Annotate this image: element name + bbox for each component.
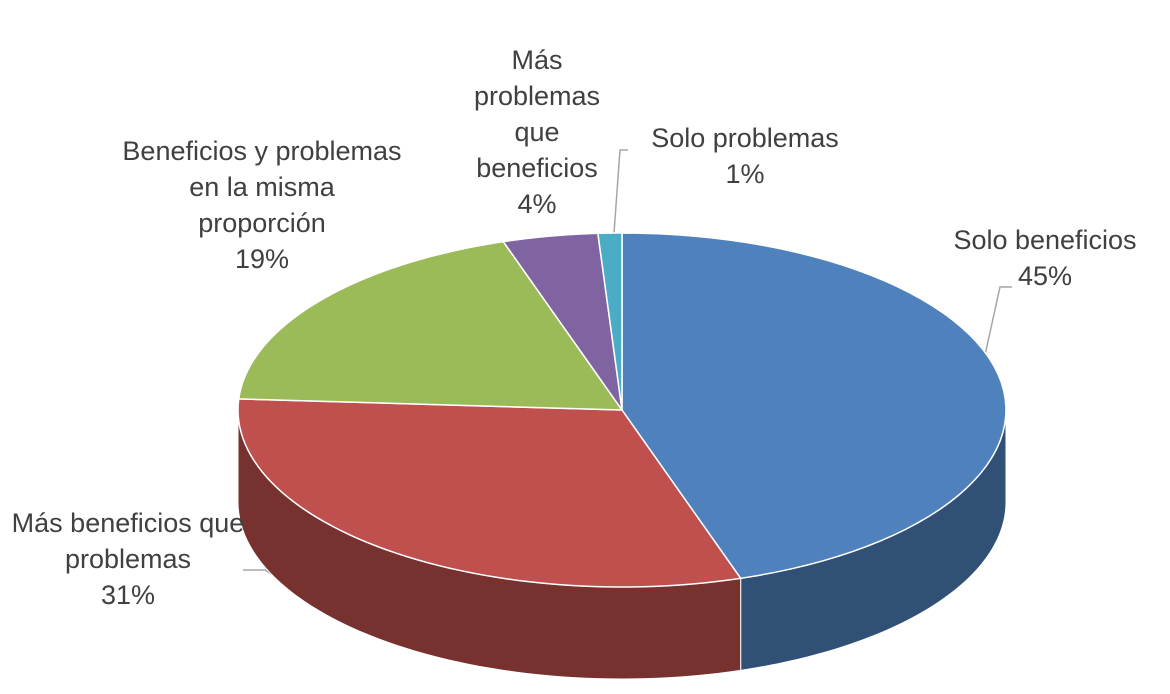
category-name: Beneficios y problemas en la misma propo… [122, 136, 402, 238]
leader-line [984, 286, 1012, 356]
category-name: Más problemas que beneficios [473, 45, 601, 183]
pie-slice [237, 398, 742, 588]
leader-line [613, 149, 628, 234]
data-label: Más beneficios que problemas 31% [8, 505, 248, 613]
category-name: Solo problemas [651, 123, 839, 153]
data-label: Solo problemas 1% [610, 120, 880, 192]
data-label: Beneficios y problemas en la misma propo… [122, 133, 402, 277]
value-label: 19% [234, 244, 290, 274]
pie-slice [502, 232, 623, 411]
category-name: Más beneficios que problemas [11, 508, 245, 574]
pie-slice [237, 240, 624, 411]
data-label: Más problemas que beneficios 4% [455, 42, 620, 222]
category-name: Solo beneficios [953, 225, 1137, 255]
value-label: 1% [725, 159, 765, 189]
data-label: Solo beneficios 45% [925, 222, 1165, 294]
value-label: 31% [100, 580, 156, 610]
pie-slice [597, 232, 623, 411]
pie-slice [621, 232, 1007, 580]
value-label: 45% [1017, 261, 1073, 291]
value-label: 4% [517, 189, 557, 219]
